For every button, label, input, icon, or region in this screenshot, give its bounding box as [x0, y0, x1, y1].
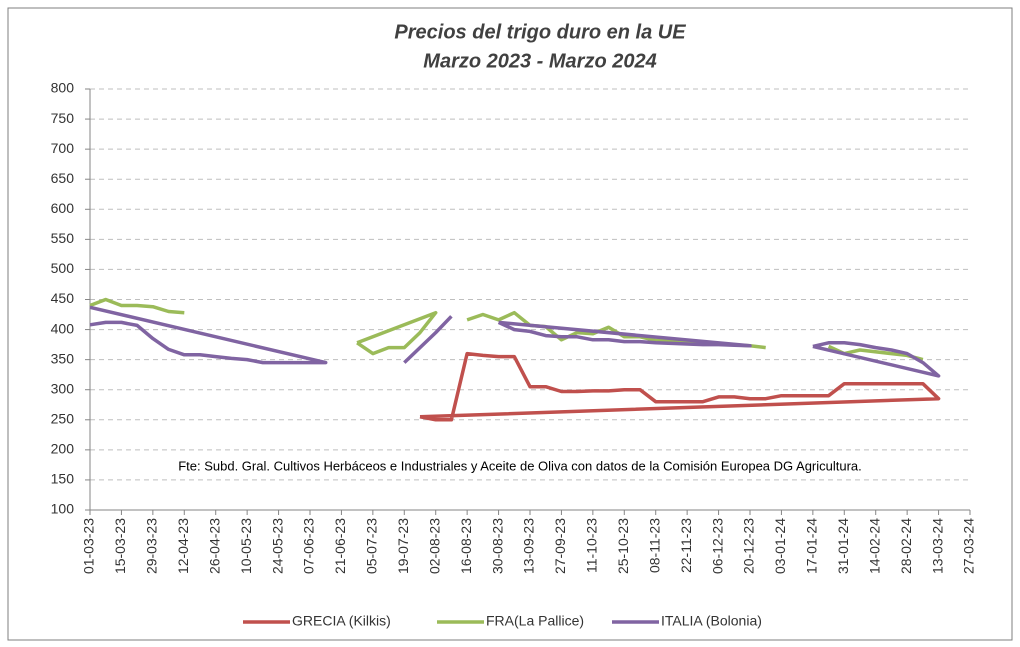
x-tick-label: 17-01-24 — [804, 518, 820, 574]
x-tick-label: 02-08-23 — [426, 518, 442, 574]
y-tick-label: 600 — [51, 200, 75, 216]
y-tick-label: 550 — [51, 230, 75, 246]
legend-label: GRECIA (Kilkis) — [292, 613, 391, 629]
chart-title: Precios del trigo duro en la UE — [394, 21, 686, 43]
x-tick-label: 14-02-24 — [866, 518, 882, 574]
x-tick-label: 16-08-23 — [458, 518, 474, 574]
y-tick-label: 650 — [51, 170, 75, 186]
y-tick-label: 450 — [51, 290, 75, 306]
y-tick-label: 100 — [51, 501, 75, 517]
x-tick-label: 26-04-23 — [206, 518, 222, 574]
y-tick-label: 400 — [51, 320, 75, 336]
x-tick-label: 24-05-23 — [269, 518, 285, 574]
x-tick-label: 21-06-23 — [332, 518, 348, 574]
y-tick-label: 800 — [51, 80, 75, 96]
x-tick-label: 01-03-23 — [81, 518, 97, 574]
x-tick-label: 20-12-23 — [741, 518, 757, 574]
x-tick-label: 12-04-23 — [175, 518, 191, 574]
source-note: Fte: Subd. Gral. Cultivos Herbáceos e In… — [178, 458, 862, 473]
y-tick-label: 200 — [51, 441, 75, 457]
x-tick-label: 08-11-23 — [646, 518, 662, 573]
y-tick-label: 150 — [51, 471, 75, 487]
y-tick-label: 350 — [51, 350, 75, 366]
series-line — [419, 351, 941, 422]
legend-label: ITALIA (Bolonia) — [661, 613, 762, 629]
y-tick-label: 700 — [51, 140, 75, 156]
x-tick-label: 28-02-24 — [898, 518, 914, 574]
x-tick-label: 19-07-23 — [395, 518, 411, 574]
legend-label: FRA(La Pallice) — [486, 613, 584, 629]
x-tick-label: 10-05-23 — [238, 518, 254, 574]
x-tick-label: 25-10-23 — [615, 518, 631, 574]
x-tick-label: 05-07-23 — [364, 518, 380, 574]
chart-frame — [7, 7, 1013, 641]
y-tick-label: 750 — [51, 110, 75, 126]
series-line — [89, 305, 941, 378]
y-tick-label: 250 — [51, 410, 75, 426]
x-tick-label: 11-10-23 — [584, 518, 600, 573]
y-tick-label: 500 — [51, 260, 75, 276]
x-tick-label: 03-01-24 — [772, 518, 788, 574]
x-tick-label: 31-01-24 — [835, 518, 851, 574]
series-line — [89, 297, 924, 362]
x-tick-label: 15-03-23 — [112, 518, 128, 574]
y-tick-label: 300 — [51, 380, 75, 396]
x-tick-label: 07-06-23 — [301, 518, 317, 574]
x-tick-label: 30-08-23 — [489, 518, 505, 574]
x-tick-label: 27-03-24 — [961, 518, 977, 574]
x-tick-label: 13-09-23 — [521, 518, 537, 574]
x-tick-label: 29-03-23 — [144, 518, 160, 574]
x-tick-label: 13-03-24 — [929, 518, 945, 574]
x-tick-label: 22-11-23 — [678, 518, 694, 573]
x-tick-label: 27-09-23 — [552, 518, 568, 574]
x-tick-label: 06-12-23 — [709, 518, 725, 574]
chart-subtitle: Marzo 2023 - Marzo 2024 — [423, 50, 656, 72]
